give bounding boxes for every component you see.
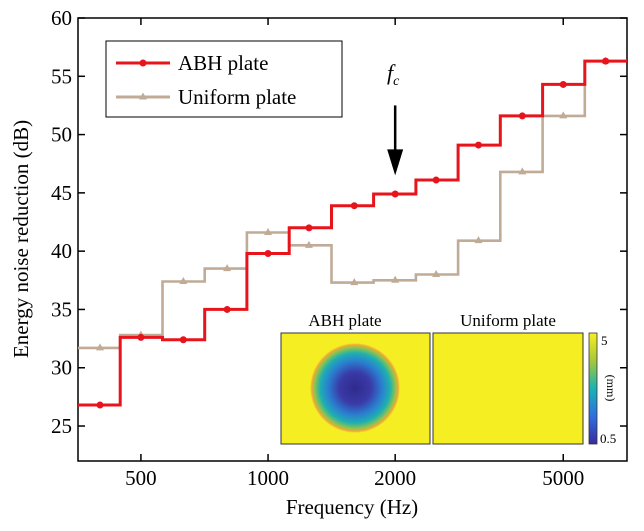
x-axis-label: Frequency (Hz): [286, 495, 418, 519]
data-point: [391, 275, 400, 283]
axis-ticks: 25 30 35 40 45 50 55 60 500 1000 2000 5000: [51, 6, 627, 490]
data-point: [137, 333, 145, 341]
series-layer: [78, 56, 627, 409]
data-point: [179, 336, 187, 344]
data-point: [304, 240, 313, 248]
legend-label-abh: ABH plate: [178, 51, 268, 75]
data-point: [179, 276, 188, 284]
data-point: [602, 57, 610, 65]
data-point: [432, 176, 440, 184]
data-point: [518, 112, 526, 120]
inset-title-uniform: Uniform plate: [460, 311, 556, 330]
data-point: [559, 80, 567, 88]
data-point: [305, 224, 313, 232]
inset-title-abh: ABH plate: [308, 311, 381, 330]
y-tick-label: 40: [51, 239, 72, 263]
data-point: [223, 305, 231, 313]
data-point: [95, 343, 104, 351]
y-axis-label: Energy noise reduction (dB): [9, 120, 33, 358]
inset: ABH plate Uniform plate 5 0.5 (mm): [280, 311, 618, 446]
data-point: [223, 264, 232, 272]
colorbar-unit-label: (mm): [604, 375, 618, 402]
x-tick-label: 500: [125, 466, 157, 490]
colorbar-max-label: 5: [601, 333, 608, 348]
inset-uniform-plate: [432, 332, 584, 445]
inset-colorbar: [588, 332, 598, 445]
data-point: [474, 141, 482, 149]
data-point: [559, 111, 568, 119]
y-tick-label: 50: [51, 123, 72, 147]
x-tick-label: 5000: [542, 466, 584, 490]
data-point: [518, 167, 527, 175]
inset-abh-hole: [310, 343, 400, 433]
y-tick-label: 30: [51, 356, 72, 380]
legend-box: [105, 40, 343, 118]
data-point: [350, 202, 358, 210]
legend-marker-uniform: [139, 92, 147, 100]
data-point: [350, 278, 359, 286]
legend-marker-abh: [139, 59, 147, 67]
y-tick-label: 45: [51, 181, 72, 205]
y-tick-label: 55: [51, 64, 72, 88]
data-point: [96, 401, 104, 409]
data-point: [264, 249, 272, 257]
y-tick-label: 35: [51, 297, 72, 321]
legend-label-uniform: Uniform plate: [178, 85, 296, 109]
colorbar-min-label: 0.5: [600, 431, 616, 446]
x-tick-label: 1000: [247, 466, 289, 490]
y-tick-label: 25: [51, 414, 72, 438]
fc-label: fc: [387, 60, 400, 89]
y-tick-label: 60: [51, 6, 72, 30]
plot-frame: [77, 17, 628, 462]
data-point: [474, 236, 483, 244]
data-point: [264, 228, 273, 236]
fc-annotation: fc: [387, 60, 404, 176]
data-point: [391, 190, 399, 198]
fc-arrow-head: [387, 149, 404, 176]
legend: ABH plate Uniform plate: [105, 40, 343, 118]
x-tick-label: 2000: [374, 466, 416, 490]
data-point: [432, 269, 441, 277]
